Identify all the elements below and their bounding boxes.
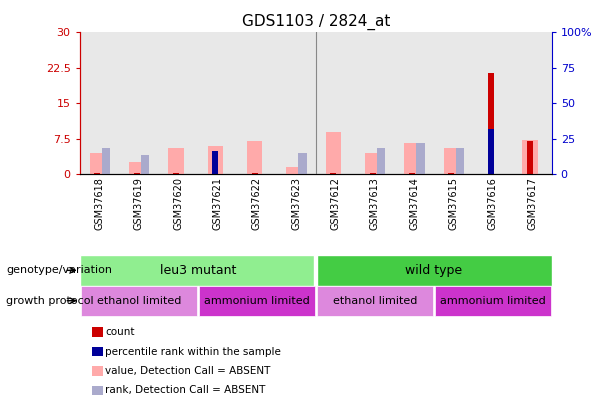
Bar: [394, 32, 434, 174]
Bar: [80, 32, 119, 174]
Bar: [134, 173, 140, 174]
Text: ethanol limited: ethanol limited: [332, 296, 417, 306]
Bar: [522, 140, 538, 174]
Bar: [377, 148, 386, 174]
Bar: [355, 32, 394, 174]
Bar: [129, 162, 145, 174]
Bar: [455, 148, 464, 174]
Bar: [299, 153, 306, 174]
Bar: [237, 32, 276, 174]
Bar: [173, 173, 179, 174]
Bar: [416, 143, 425, 174]
Bar: [365, 153, 381, 174]
Bar: [409, 173, 415, 174]
Bar: [199, 286, 314, 316]
Bar: [119, 32, 158, 174]
Bar: [213, 153, 218, 174]
Bar: [455, 148, 464, 174]
Bar: [80, 255, 314, 286]
Bar: [208, 146, 223, 174]
Bar: [316, 32, 355, 174]
Bar: [449, 173, 454, 174]
Bar: [317, 255, 552, 286]
Text: percentile rank within the sample: percentile rank within the sample: [105, 347, 281, 356]
Bar: [370, 173, 376, 174]
Bar: [94, 173, 101, 174]
Bar: [416, 143, 425, 174]
Bar: [444, 148, 459, 174]
Bar: [141, 155, 150, 174]
Bar: [444, 148, 459, 174]
Bar: [488, 129, 493, 174]
Bar: [89, 153, 105, 174]
Bar: [102, 148, 110, 174]
Text: growth protocol: growth protocol: [6, 296, 94, 306]
Bar: [527, 141, 533, 174]
Bar: [377, 148, 386, 174]
Bar: [286, 167, 302, 174]
Bar: [488, 129, 493, 174]
Bar: [299, 153, 306, 174]
Bar: [94, 173, 101, 174]
Bar: [488, 72, 493, 174]
Bar: [449, 173, 454, 174]
Bar: [326, 132, 341, 174]
Bar: [213, 153, 218, 174]
Bar: [141, 155, 150, 174]
Bar: [102, 148, 110, 174]
Bar: [134, 173, 140, 174]
Bar: [208, 146, 223, 174]
Bar: [488, 72, 493, 174]
Bar: [330, 173, 337, 174]
Text: count: count: [105, 327, 135, 337]
Bar: [89, 153, 105, 174]
Bar: [173, 173, 179, 174]
Text: wild type: wild type: [405, 264, 462, 277]
Text: ethanol limited: ethanol limited: [96, 296, 181, 306]
Text: genotype/variation: genotype/variation: [6, 265, 112, 275]
Title: GDS1103 / 2824_at: GDS1103 / 2824_at: [242, 13, 390, 30]
Bar: [129, 162, 145, 174]
Bar: [512, 32, 552, 174]
Bar: [435, 286, 550, 316]
Bar: [169, 148, 184, 174]
Bar: [247, 141, 262, 174]
Bar: [252, 173, 257, 174]
Bar: [213, 151, 218, 174]
Bar: [473, 32, 512, 174]
Bar: [276, 32, 316, 174]
Bar: [317, 286, 433, 316]
Bar: [326, 132, 341, 174]
Bar: [434, 32, 473, 174]
Bar: [213, 151, 218, 174]
Text: ammonium limited: ammonium limited: [440, 296, 546, 306]
Bar: [527, 141, 533, 174]
Bar: [197, 32, 237, 174]
Text: ammonium limited: ammonium limited: [204, 296, 310, 306]
Bar: [252, 173, 257, 174]
Bar: [286, 167, 302, 174]
Text: leu3 mutant: leu3 mutant: [159, 264, 236, 277]
Bar: [370, 173, 376, 174]
Bar: [522, 140, 538, 174]
Bar: [409, 173, 415, 174]
Bar: [365, 153, 381, 174]
Bar: [247, 141, 262, 174]
Text: rank, Detection Call = ABSENT: rank, Detection Call = ABSENT: [105, 386, 266, 395]
Bar: [405, 143, 420, 174]
Bar: [81, 286, 197, 316]
Bar: [158, 32, 198, 174]
Text: value, Detection Call = ABSENT: value, Detection Call = ABSENT: [105, 366, 271, 376]
Bar: [169, 148, 184, 174]
Bar: [330, 173, 337, 174]
Bar: [405, 143, 420, 174]
